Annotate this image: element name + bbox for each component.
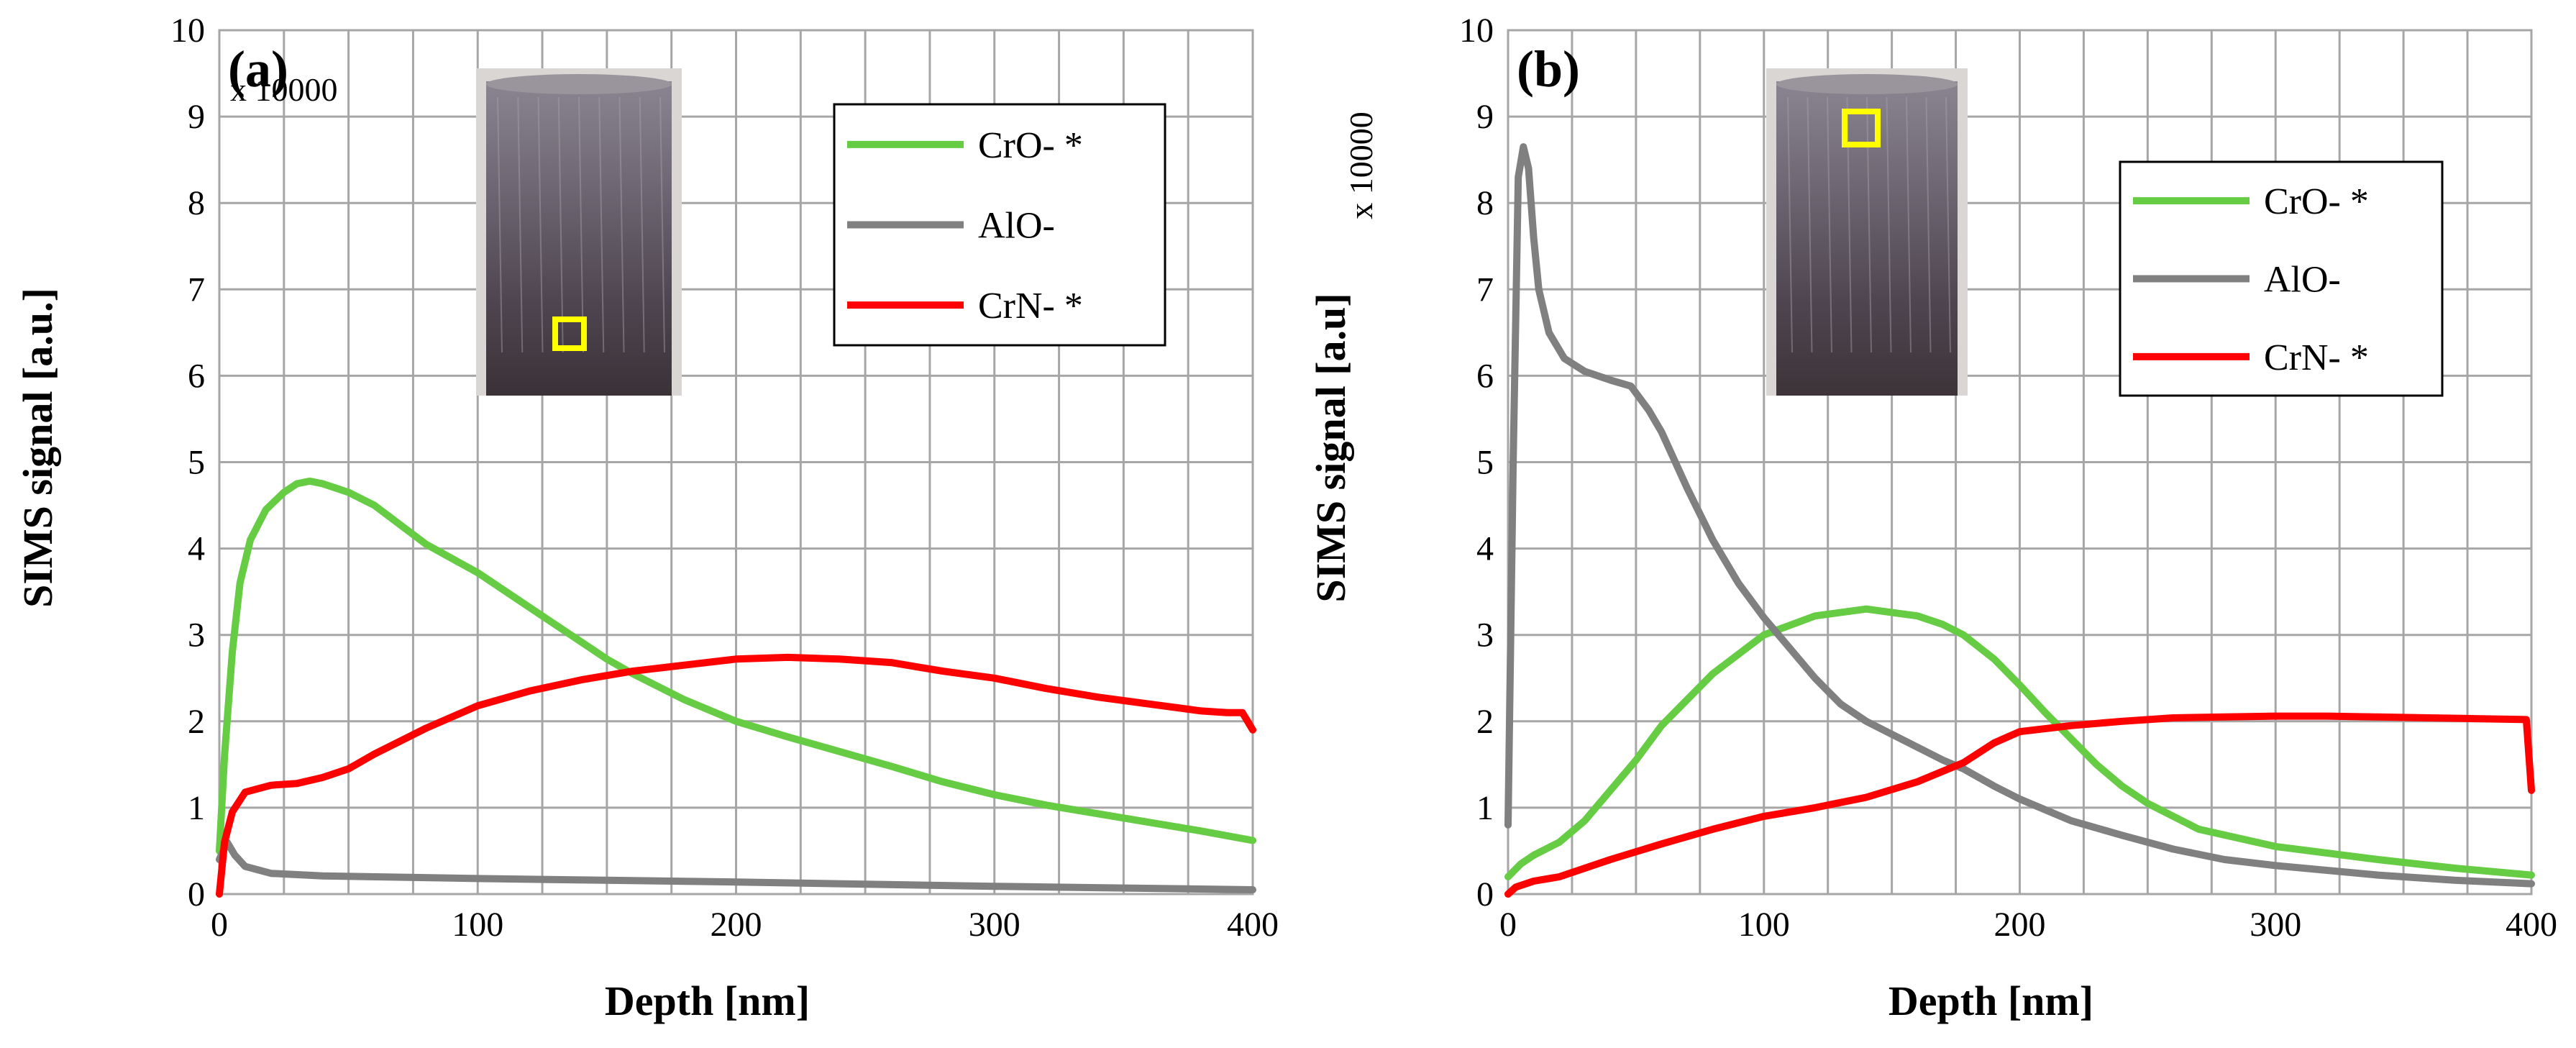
photo-texture: [598, 96, 605, 353]
y-tick-label: 6: [1476, 357, 1494, 395]
y-tick-label: 8: [188, 184, 205, 222]
photo-texture: [1906, 96, 1912, 353]
x-tick-label: 100: [1738, 906, 1790, 944]
photo-texture: [578, 96, 584, 353]
x-tick-label: 0: [1499, 906, 1517, 944]
legend-label: CrO- *: [2264, 181, 2369, 222]
legend-label: CrO- *: [978, 125, 1083, 166]
series-line-cro: [1504, 605, 2535, 880]
x-axis-title: Depth [nm]: [1888, 978, 2093, 1024]
x-tick-label: 400: [1227, 906, 1279, 944]
plot-frame: [1507, 29, 2533, 896]
x-tick-label: 200: [711, 906, 762, 944]
sample-photo: [1776, 81, 1958, 396]
series-line-crn: [1504, 712, 2535, 898]
y-tick-label: 1: [188, 789, 205, 827]
y-tick-label: 6: [188, 357, 205, 395]
y-axis-title: SIMS signal [a.u.]: [14, 288, 61, 608]
photo-texture: [1866, 96, 1872, 353]
series-line-alo: [216, 838, 1256, 893]
photo-texture: [1807, 96, 1813, 353]
y-tick-label: 5: [188, 444, 205, 482]
photo-texture: [1787, 96, 1793, 353]
x-tick-label: 0: [211, 906, 228, 944]
y-scale-multiplier: x 10000: [230, 71, 338, 108]
legend-label: AlO-: [978, 206, 1055, 247]
measurement-location-marker: [1842, 109, 1881, 147]
sample-photo-top: [1776, 74, 1958, 94]
series-line-alo: [1504, 143, 2535, 888]
y-tick-label: 8: [1476, 184, 1494, 222]
x-tick-label: 400: [2506, 906, 2557, 944]
y-tick-label: 0: [188, 875, 205, 913]
legend-label: CrN- *: [2264, 337, 2369, 378]
x-tick-label: 300: [969, 906, 1020, 944]
photo-texture: [639, 96, 645, 353]
y-tick-label: 0: [1476, 875, 1494, 913]
photo-texture: [618, 96, 625, 353]
photo-texture: [517, 96, 524, 353]
y-tick-label: 2: [1476, 703, 1494, 741]
x-tick-label: 200: [1994, 906, 2046, 944]
y-tick-label: 10: [170, 12, 205, 50]
photo-texture: [659, 96, 665, 353]
y-tick-label: 9: [188, 98, 205, 136]
y-tick-label: 7: [188, 270, 205, 309]
measurement-location-marker: [552, 316, 587, 351]
photo-texture: [1925, 96, 1932, 353]
sample-photo: [486, 81, 672, 396]
photo-texture: [557, 96, 564, 353]
y-tick-label: 10: [1459, 12, 1494, 50]
legend-label: AlO-: [2264, 260, 2341, 301]
y-tick-label: 5: [1476, 444, 1494, 482]
plot-frame: [218, 29, 1254, 896]
x-axis-title: Depth [nm]: [605, 978, 810, 1024]
panel-label: (b): [1517, 40, 1580, 98]
y-scale-multiplier: x 10000: [1343, 111, 1379, 219]
y-tick-label: 3: [188, 616, 205, 655]
legend-label: CrN- *: [978, 286, 1083, 327]
photo-texture: [537, 96, 544, 353]
series-line-crn: [216, 653, 1256, 898]
sample-photo-top: [486, 74, 672, 94]
photo-texture: [497, 96, 503, 353]
y-tick-label: 3: [1476, 616, 1494, 655]
photo-texture: [1846, 96, 1853, 353]
y-tick-label: 4: [1476, 530, 1494, 568]
photo-texture: [1827, 96, 1832, 353]
x-tick-label: 300: [2250, 906, 2301, 944]
y-tick-label: 7: [1476, 270, 1494, 309]
panel-label: (a): [228, 40, 288, 98]
photo-texture: [1886, 96, 1892, 353]
y-axis-title: SIMS signal [a.u]: [1307, 293, 1354, 602]
y-tick-label: 2: [188, 703, 205, 741]
x-tick-label: 100: [452, 906, 503, 944]
y-tick-label: 4: [188, 530, 205, 568]
series-line-cro: [216, 477, 1256, 855]
photo-texture: [1945, 96, 1951, 353]
y-tick-label: 1: [1476, 789, 1494, 827]
y-tick-label: 9: [1476, 98, 1494, 136]
